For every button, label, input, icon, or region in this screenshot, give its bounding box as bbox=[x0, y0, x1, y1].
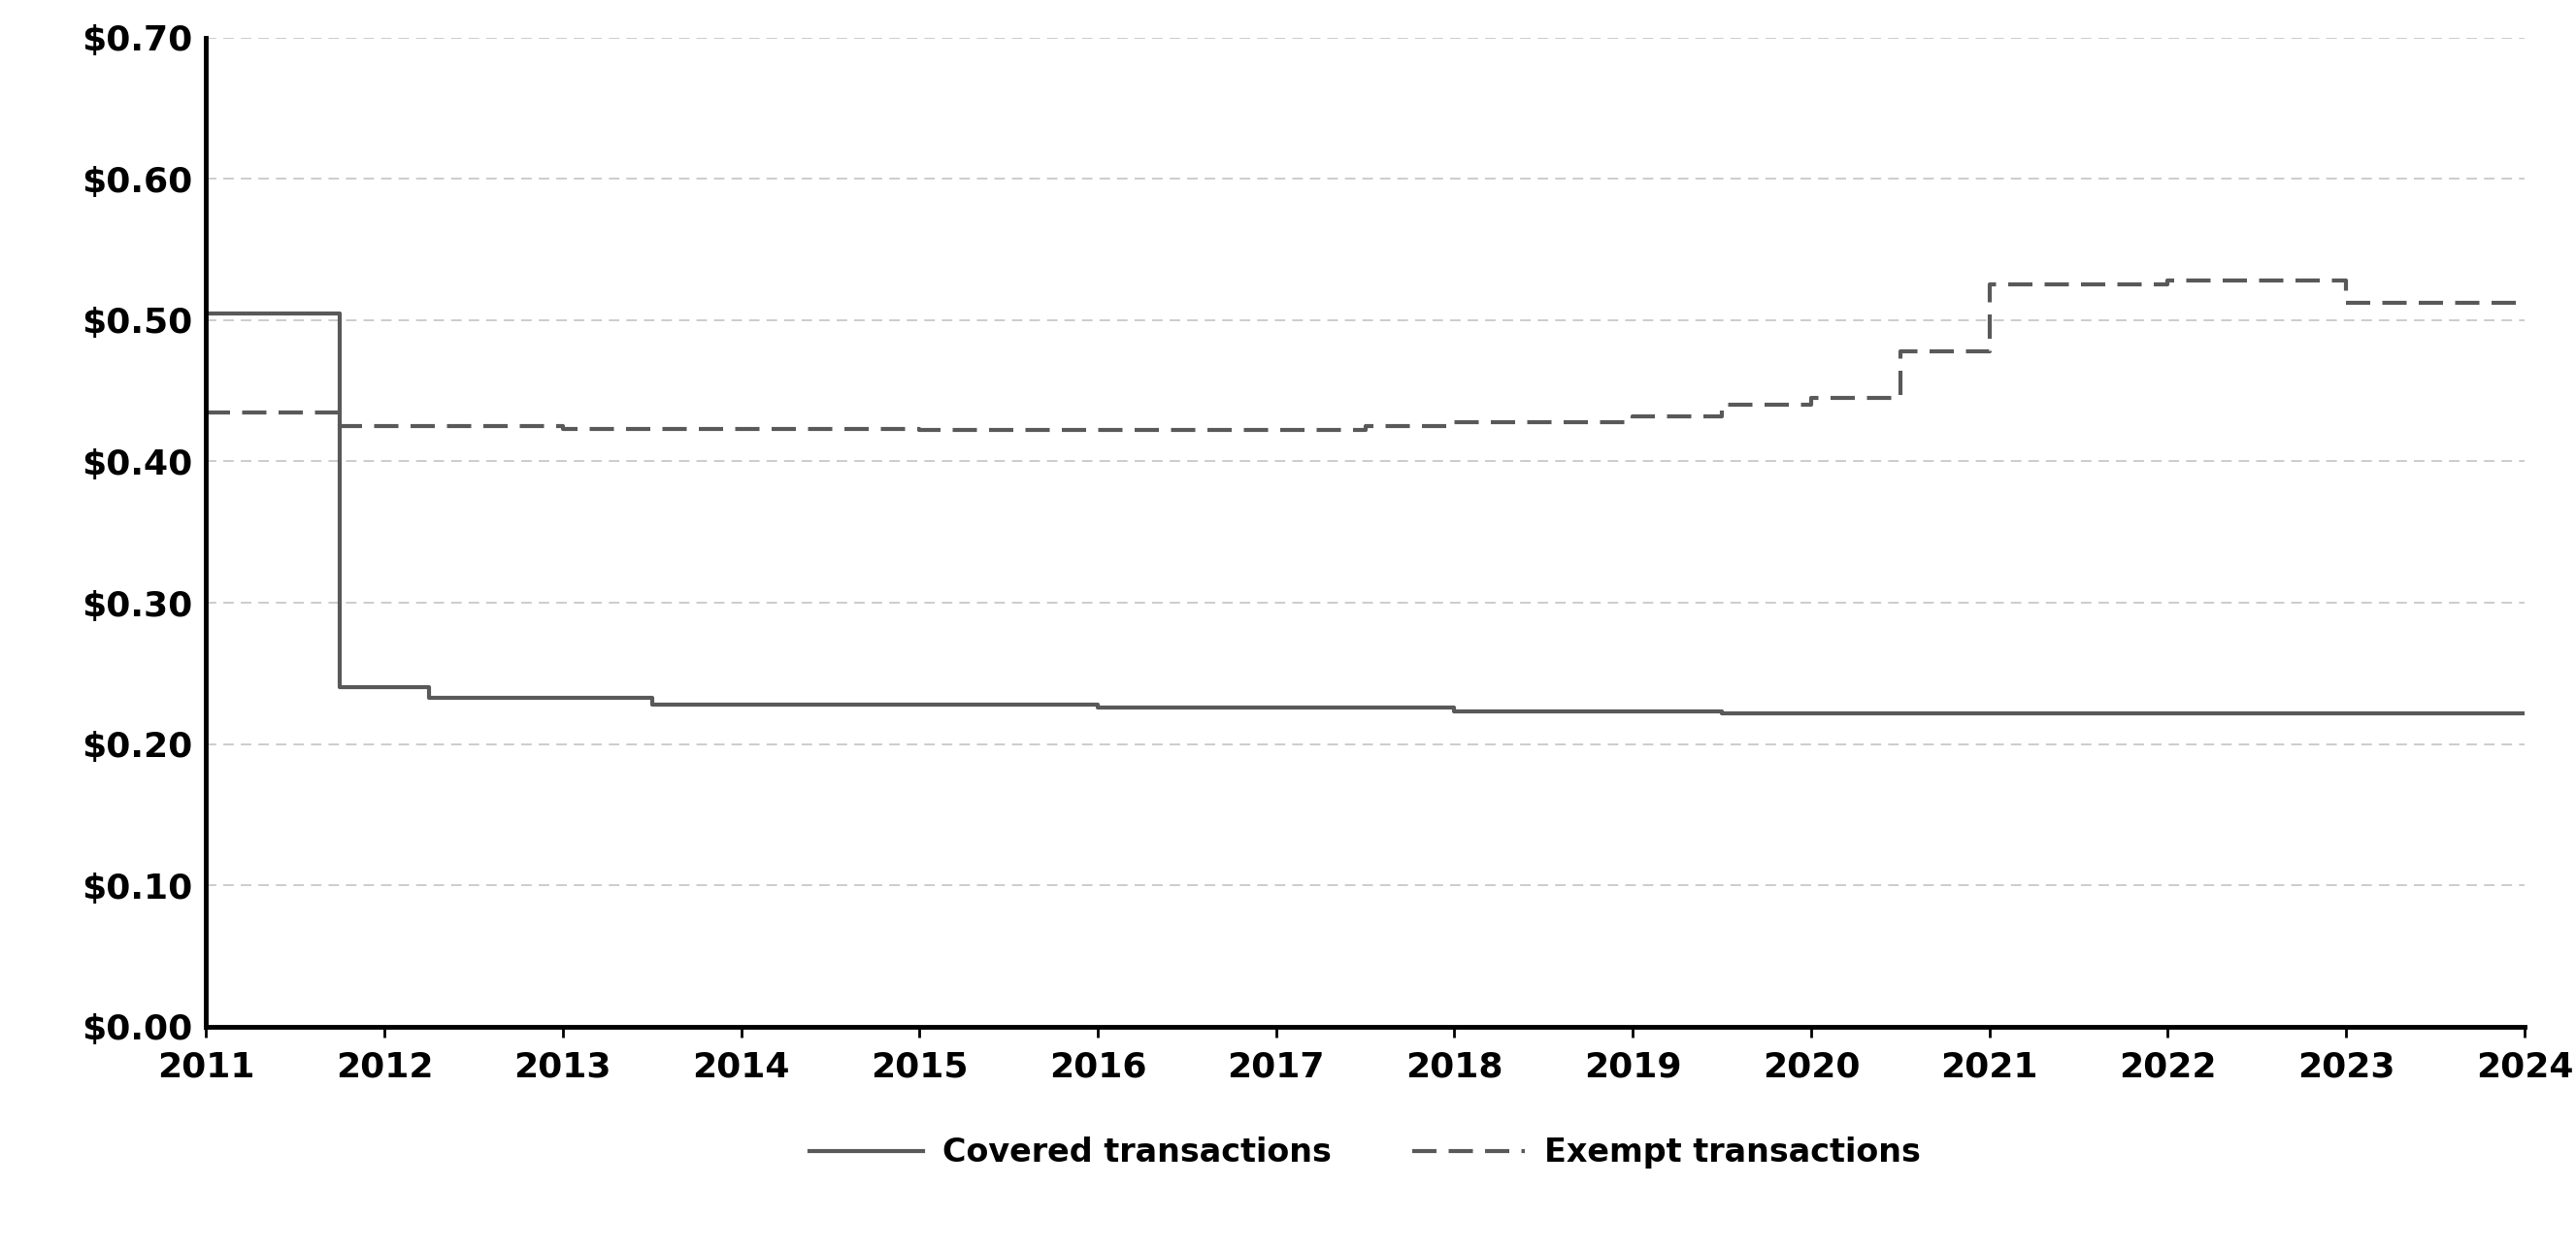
Exempt transactions bbox=[546, 418, 577, 433]
Exempt transactions bbox=[1350, 423, 1381, 438]
Exempt transactions bbox=[1886, 391, 1917, 406]
Covered transactions bbox=[1705, 705, 1736, 720]
Covered transactions bbox=[2154, 705, 2184, 720]
Exempt transactions bbox=[1705, 397, 1736, 412]
Exempt transactions bbox=[2154, 278, 2184, 293]
Covered transactions bbox=[1886, 705, 1917, 720]
Covered transactions bbox=[2331, 705, 2362, 720]
Exempt transactions bbox=[1440, 414, 1471, 429]
Exempt transactions bbox=[1973, 344, 2004, 359]
Exempt transactions bbox=[325, 404, 355, 419]
Covered transactions bbox=[415, 690, 446, 705]
Covered transactions bbox=[1973, 705, 2004, 720]
Covered transactions bbox=[2509, 705, 2540, 720]
Covered transactions bbox=[1886, 705, 1917, 720]
Covered transactions bbox=[1705, 704, 1736, 719]
Exempt transactions bbox=[1973, 278, 2004, 293]
Exempt transactions bbox=[325, 418, 355, 433]
Exempt transactions bbox=[1440, 418, 1471, 433]
Covered transactions bbox=[636, 697, 667, 712]
Exempt transactions bbox=[1795, 397, 1826, 412]
Exempt transactions bbox=[191, 404, 222, 419]
Covered transactions bbox=[1440, 704, 1471, 719]
Line: Covered transactions: Covered transactions bbox=[206, 313, 2524, 712]
Exempt transactions bbox=[2331, 273, 2362, 288]
Exempt transactions bbox=[904, 423, 935, 438]
Exempt transactions bbox=[546, 422, 577, 437]
Exempt transactions bbox=[1795, 391, 1826, 406]
Covered transactions bbox=[191, 305, 222, 321]
Covered transactions bbox=[2154, 705, 2184, 720]
Covered transactions bbox=[415, 680, 446, 695]
Covered transactions bbox=[1082, 700, 1113, 715]
Covered transactions bbox=[636, 690, 667, 705]
Legend: Covered transactions, Exempt transactions: Covered transactions, Exempt transaction… bbox=[809, 1137, 1922, 1168]
Exempt transactions bbox=[2331, 295, 2362, 310]
Covered transactions bbox=[1440, 700, 1471, 715]
Exempt transactions bbox=[1618, 414, 1649, 429]
Exempt transactions bbox=[1886, 344, 1917, 359]
Exempt transactions bbox=[1350, 418, 1381, 433]
Covered transactions bbox=[1082, 697, 1113, 712]
Exempt transactions bbox=[2509, 295, 2540, 310]
Exempt transactions bbox=[904, 422, 935, 437]
Covered transactions bbox=[2331, 705, 2362, 720]
Covered transactions bbox=[1973, 705, 2004, 720]
Exempt transactions bbox=[1705, 408, 1736, 423]
Exempt transactions bbox=[2154, 273, 2184, 288]
Covered transactions bbox=[325, 680, 355, 695]
Exempt transactions bbox=[1618, 408, 1649, 423]
Covered transactions bbox=[325, 305, 355, 321]
Line: Exempt transactions: Exempt transactions bbox=[206, 280, 2524, 431]
